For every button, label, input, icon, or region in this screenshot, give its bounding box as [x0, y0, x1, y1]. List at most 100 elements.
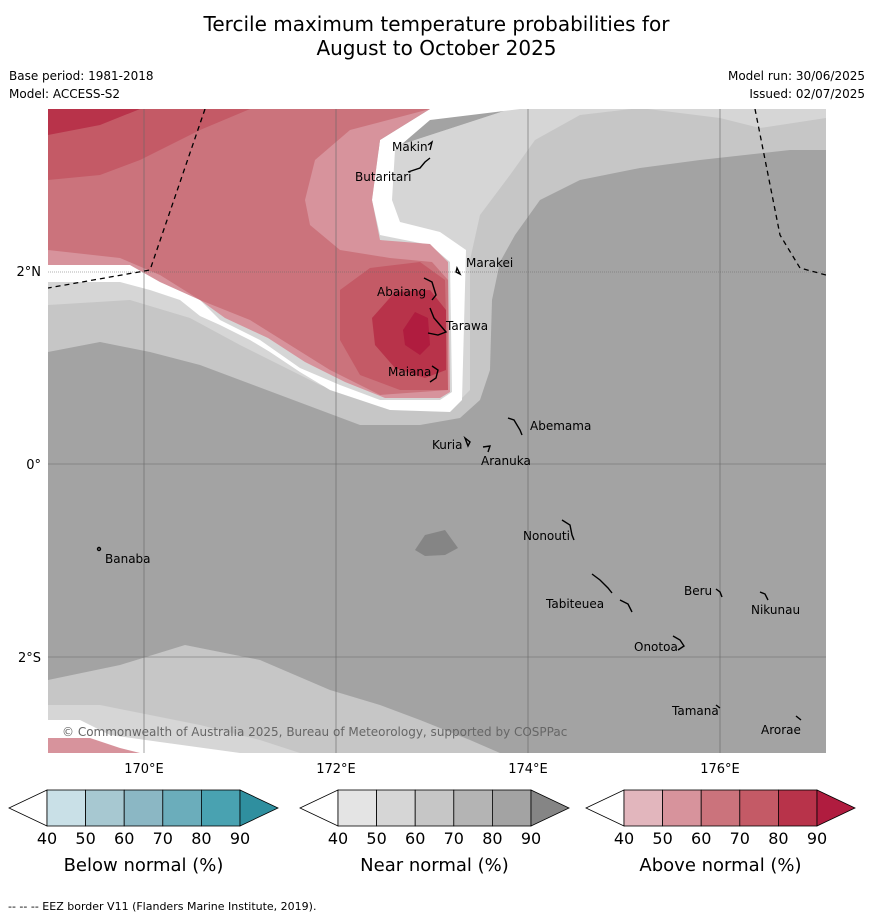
eez-border-west	[48, 109, 206, 289]
colorbar-segment	[491, 789, 532, 827]
axis-labels: 2°N 0° 2°S 170°E 172°E 174°E 176°E	[17, 265, 740, 777]
place-label: Arorae	[761, 723, 801, 737]
island-tamana	[715, 704, 721, 709]
island-butaritari	[407, 157, 431, 173]
place-label: Nonouti	[523, 529, 570, 543]
meta-left: Base period: 1981-2018 Model: ACCESS-S2	[9, 67, 154, 103]
colorbar-title: Above normal (%)	[639, 855, 801, 876]
colorbar-segment	[162, 789, 202, 827]
island-outlines	[96, 140, 802, 721]
island-tabiteuea-north	[591, 573, 613, 594]
colorbar-tick: 70	[444, 829, 464, 848]
place-label: Tarawa	[445, 319, 488, 333]
colorbar-low-extension	[585, 789, 625, 827]
eez-border-east	[754, 109, 826, 276]
place-label: Abemama	[530, 419, 591, 433]
colorbar-tick: 70	[730, 829, 750, 848]
copyright-notice: © Commonwealth of Australia 2025, Bureau…	[62, 725, 567, 739]
place-label: Tamana	[671, 704, 719, 718]
colorbar-tick: 40	[614, 829, 634, 848]
base-period: Base period: 1981-2018	[9, 69, 154, 83]
colorbar-tick: 50	[75, 829, 95, 848]
island-makin	[427, 140, 434, 151]
colorbar-segment	[739, 789, 779, 827]
colorbar-tick: 60	[114, 829, 134, 848]
colorbar-segment	[376, 789, 416, 827]
island-kuria	[463, 435, 471, 448]
above-normal-south	[48, 738, 140, 753]
island-aranuka	[482, 445, 492, 453]
place-label: Kuria	[432, 438, 463, 452]
colorbar-segment	[700, 789, 741, 827]
title-line-2: August to October 2025	[316, 36, 557, 60]
colorbar-segment	[414, 789, 455, 827]
colorbar-tick: 50	[652, 829, 672, 848]
colorbar-title: Below normal (%)	[64, 855, 224, 876]
colorbar-tick: 40	[328, 829, 348, 848]
island-arorae	[795, 715, 802, 721]
place-label: Banaba	[105, 552, 151, 566]
above-normal-80-region-nw	[48, 109, 140, 135]
map-area: Makin Butaritari Marakei Abaiang Tarawa …	[48, 109, 826, 753]
colorbar-0: 40 50 60 70 80 90 Below normal (%)	[8, 789, 279, 876]
place-label: Maiana	[388, 365, 431, 379]
island-abaiang	[423, 277, 437, 301]
place-label: Aranuka	[481, 454, 531, 468]
colorbar-low-extension	[299, 789, 339, 827]
place-label: Tabiteuea	[545, 597, 604, 611]
island-tarawa	[427, 307, 448, 336]
island-maiana	[429, 365, 439, 383]
place-label: Beru	[684, 584, 712, 598]
colorbar-tick: 80	[191, 829, 211, 848]
title-line-1: Tercile maximum temperature probabilitie…	[203, 12, 670, 36]
colorbar-tick: 50	[366, 829, 386, 848]
colorbar-title: Near normal (%)	[360, 855, 509, 876]
place-label: Abaiang	[377, 285, 426, 299]
lat-label: 2°S	[18, 651, 41, 666]
colorbar-tick: 60	[691, 829, 711, 848]
colorbar-tick: 90	[230, 829, 250, 848]
lon-label: 174°E	[508, 762, 548, 777]
graticule	[48, 109, 826, 753]
chart-title: Tercile maximum temperature probabilitie…	[0, 12, 873, 60]
island-marakei	[455, 265, 462, 276]
island-tabiteuea-south	[619, 599, 633, 613]
colorbar-tick: 90	[807, 829, 827, 848]
footer-note: -- -- -- EEZ border V11 (Flanders Marine…	[8, 900, 317, 913]
colorbar-tick: 70	[153, 829, 173, 848]
colorbar-tick: 80	[482, 829, 502, 848]
colorbar-high-extension	[239, 789, 279, 827]
colorbar-segment	[337, 789, 377, 827]
colorbar-segment	[623, 789, 663, 827]
lat-label: 0°	[26, 458, 41, 473]
colorbar-tick: 90	[521, 829, 541, 848]
colorbar-segment	[85, 789, 125, 827]
lat-label: 2°N	[17, 265, 42, 280]
colorbar-segment	[123, 789, 164, 827]
colorbar-tick: 80	[768, 829, 788, 848]
colorbar-1: 40 50 60 70 80 90 Near normal (%)	[299, 789, 570, 876]
lon-label: 172°E	[316, 762, 356, 777]
colorbar-segment	[46, 789, 86, 827]
place-label: Nikunau	[751, 603, 800, 617]
meta-right: Model run: 30/06/2025 Issued: 02/07/2025	[728, 67, 865, 103]
lon-label: 170°E	[124, 762, 164, 777]
colorbar-segment	[453, 789, 493, 827]
colorbar-tick: 60	[405, 829, 425, 848]
place-labels: Makin Butaritari Marakei Abaiang Tarawa …	[105, 140, 801, 737]
island-abemama	[507, 417, 523, 436]
colorbar-tick: 40	[37, 829, 57, 848]
place-label: Butaritari	[355, 170, 412, 184]
place-label: Makin	[392, 140, 428, 154]
above-normal-90-region-tarawa	[403, 312, 430, 355]
colorbar-2: 40 50 60 70 80 90 Above normal (%)	[585, 789, 856, 876]
colorbar-high-extension	[530, 789, 570, 827]
lon-label: 176°E	[700, 762, 740, 777]
island-beru	[715, 588, 723, 598]
island-banaba	[96, 546, 102, 552]
colorbar-high-extension	[816, 789, 856, 827]
model-name: Model: ACCESS-S2	[9, 87, 121, 101]
colorbar-segment	[662, 789, 702, 827]
place-label: Marakei	[466, 256, 513, 270]
